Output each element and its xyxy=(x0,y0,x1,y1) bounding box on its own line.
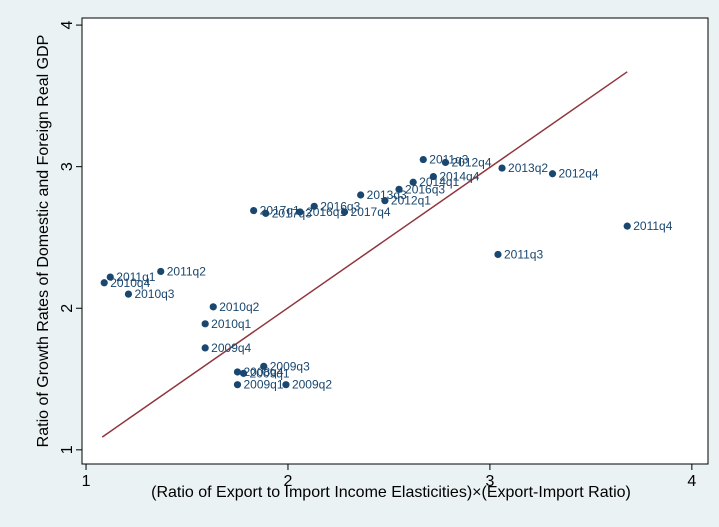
x-tick-label: 3 xyxy=(485,473,494,490)
x-axis-title: (Ratio of Export to Import Income Elasti… xyxy=(151,484,631,501)
data-point xyxy=(340,208,349,216)
data-point xyxy=(310,202,318,210)
axes-layer: 1 2 3 4 1 2 3 4 xyxy=(59,21,696,490)
x-tick-label: 2 xyxy=(284,473,293,490)
data-point xyxy=(233,381,242,389)
data-point-label: 2016q1 xyxy=(306,205,346,219)
data-point-label: 2009q2 xyxy=(292,378,332,392)
data-point xyxy=(623,222,631,230)
data-point-label: 2017q1 xyxy=(260,204,300,218)
data-point xyxy=(282,381,290,389)
data-point-label: 2014q4 xyxy=(439,170,479,184)
data-point xyxy=(100,279,108,287)
data-point-label: 2011q3 xyxy=(429,153,468,167)
data-point xyxy=(201,320,209,328)
data-point xyxy=(548,170,557,178)
data-point-label: 2010q1 xyxy=(211,317,251,331)
y-tick-label: 1 xyxy=(59,445,76,454)
data-point xyxy=(429,172,437,181)
fit-line-layer xyxy=(101,71,628,438)
data-point-label: 2017q3 xyxy=(272,206,312,220)
y-axis-title: Ratio of Growth Rates of Domestic and Fo… xyxy=(35,35,52,448)
data-point-label: 2012q1 xyxy=(391,194,431,208)
x-tick-label: 4 xyxy=(687,473,696,490)
data-point xyxy=(124,290,133,298)
data-point xyxy=(209,303,217,311)
data-point-label: 2014q1 xyxy=(419,175,459,189)
data-point xyxy=(395,185,403,193)
data-point-label: 2013q3 xyxy=(367,188,407,202)
data-point xyxy=(106,273,114,281)
y-tick-label: 4 xyxy=(59,21,76,30)
data-point xyxy=(381,197,389,205)
data-point xyxy=(494,250,502,259)
data-point xyxy=(250,206,258,215)
data-point-label: 2011q4 xyxy=(633,219,672,233)
data-point-label: 2009q3 xyxy=(270,359,310,373)
data-point xyxy=(157,267,165,276)
data-point xyxy=(296,208,304,216)
data-point-label: 2016q3 xyxy=(320,199,360,213)
y-tick-label: 2 xyxy=(59,304,76,313)
data-point-label: 2011q3 xyxy=(504,247,543,261)
y-tick-label: 3 xyxy=(59,162,76,171)
data-point-label: 2011q2 xyxy=(167,264,206,278)
plot-area xyxy=(81,17,709,465)
data-point-label: 2010q2 xyxy=(219,300,259,314)
data-point-label: 2009q1 xyxy=(243,378,283,392)
fit-line xyxy=(101,71,628,438)
data-point xyxy=(498,164,506,172)
data-point xyxy=(419,155,427,164)
data-point xyxy=(201,344,209,352)
data-point xyxy=(357,191,365,199)
data-point-label: 2012q4 xyxy=(559,167,599,181)
data-point xyxy=(409,178,417,186)
x-tick-label: 1 xyxy=(82,473,91,490)
data-point xyxy=(239,369,248,377)
data-point-label: 2016q3 xyxy=(405,182,445,196)
data-point xyxy=(262,209,270,217)
data-point-label: 2013q2 xyxy=(508,161,548,175)
data-point-label: 2010q3 xyxy=(134,287,174,301)
data-point-label: 2012q4 xyxy=(451,155,491,169)
data-point xyxy=(233,368,242,376)
data-point-label: 2008q4 xyxy=(243,365,283,379)
data-point-label: 2011q1 xyxy=(116,270,155,284)
data-point-label: 2009q1 xyxy=(250,366,290,380)
data-point xyxy=(260,362,268,370)
data-point-label: 2017q4 xyxy=(351,205,391,219)
data-point-label: 2010q4 xyxy=(110,276,150,290)
points-layer xyxy=(100,155,631,389)
data-point xyxy=(441,158,450,167)
data-point-label: 2009q4 xyxy=(211,341,251,355)
